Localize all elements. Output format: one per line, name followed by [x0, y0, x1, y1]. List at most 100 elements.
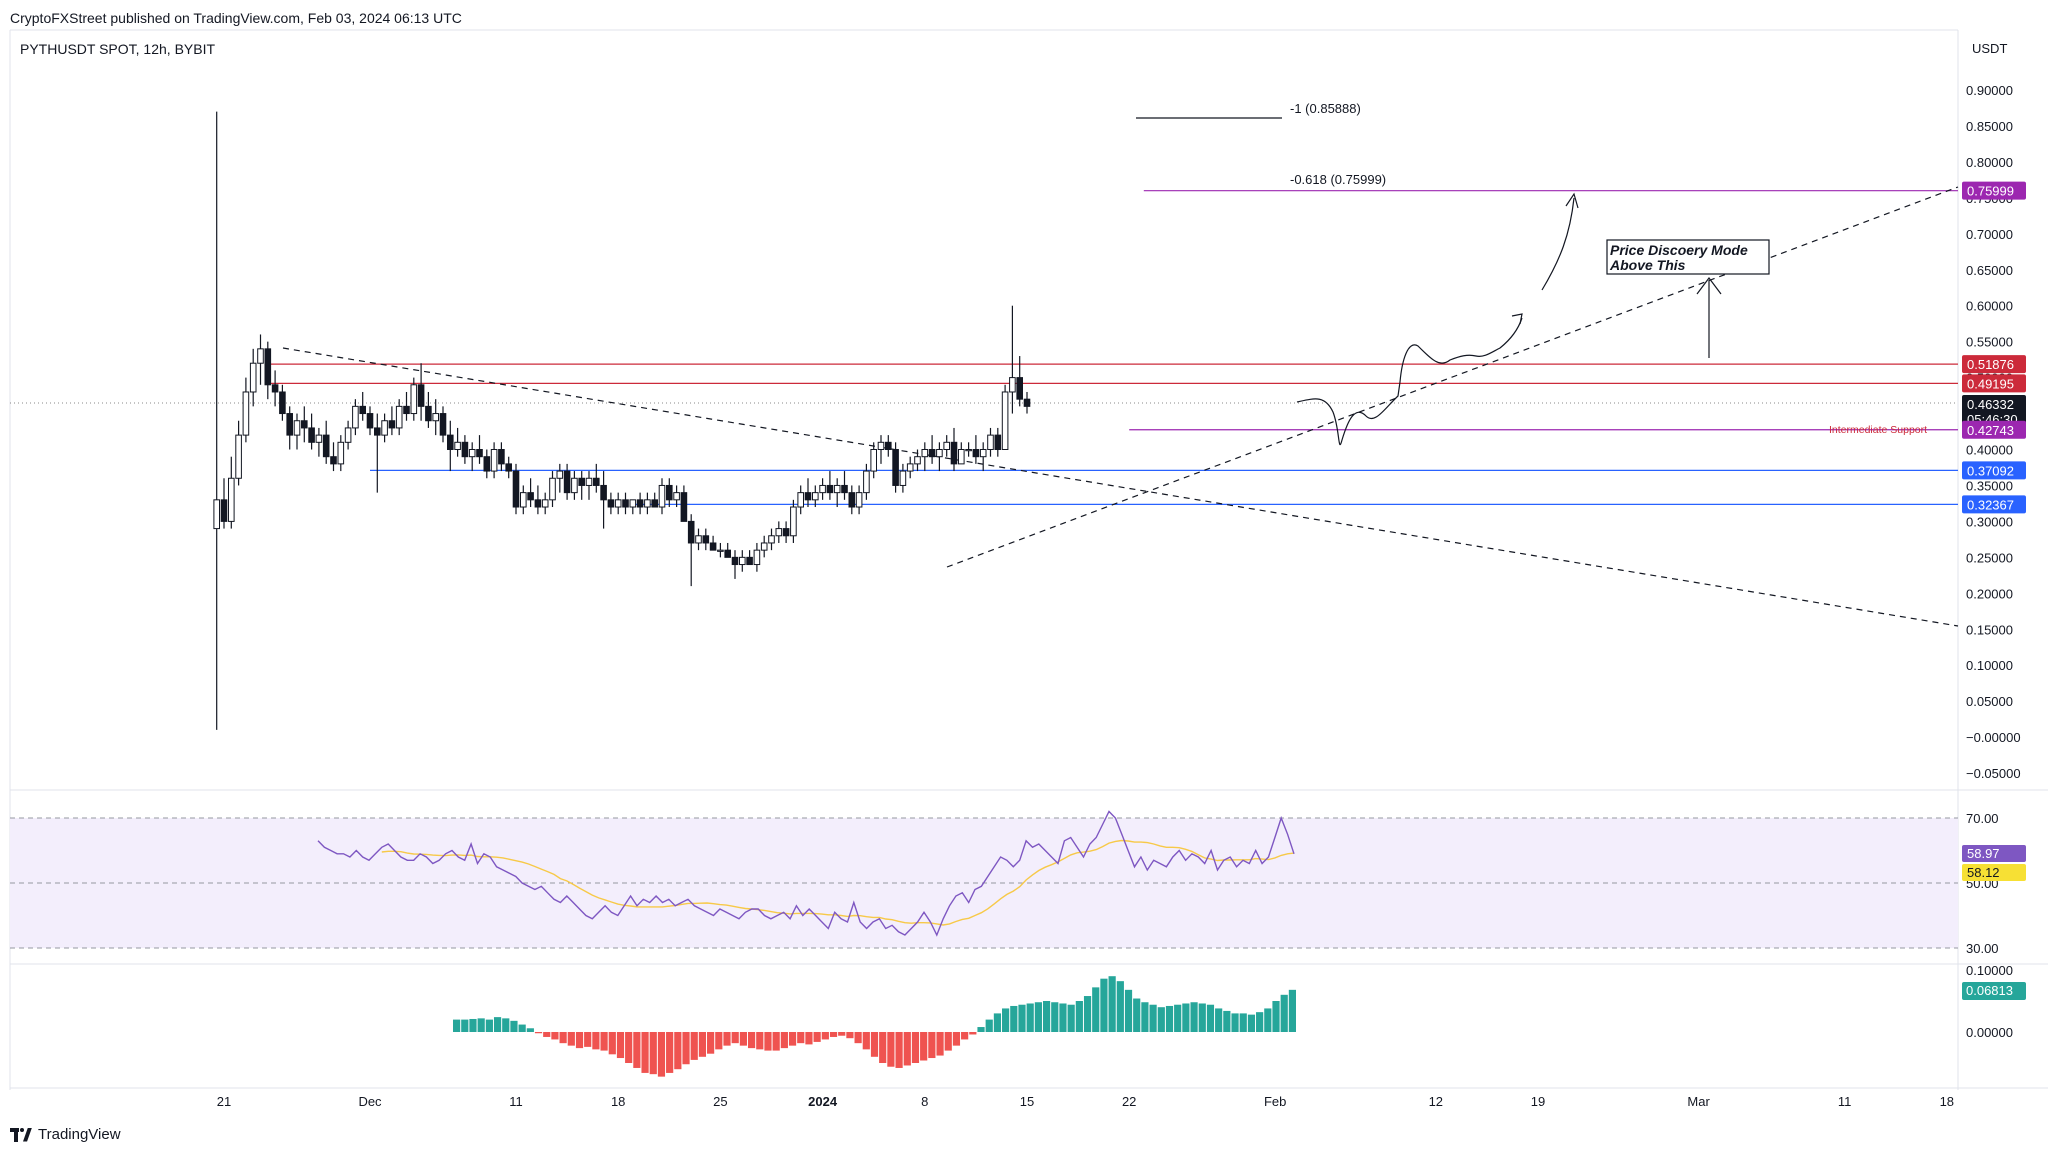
rsi-value: 58.97 — [1967, 846, 2000, 861]
price-tag-box — [1962, 374, 2026, 393]
price-tick: 0.60000 — [1966, 299, 2013, 314]
rsi-axis: 70.00 50.00 30.00 — [1966, 811, 1999, 956]
osc-bar — [780, 1032, 788, 1049]
rsi-tick-70: 70.00 — [1966, 811, 1999, 826]
osc-bar — [1182, 1003, 1190, 1032]
candle-down — [512, 470, 520, 508]
osc-value: 0.06813 — [1966, 983, 2013, 998]
candle-down — [1016, 377, 1024, 400]
osc-bar — [829, 1032, 838, 1037]
osc-bar — [1042, 1001, 1051, 1032]
price-axis[interactable]: 0.900000.850000.800000.750000.700000.650… — [1966, 83, 2021, 781]
osc-bar — [543, 1032, 551, 1037]
candle-down — [279, 391, 286, 415]
candle-down — [461, 441, 469, 458]
osc-bar — [739, 1032, 747, 1046]
rsi-value-tag — [1962, 845, 2026, 862]
candle-down — [892, 449, 899, 486]
candle-down — [607, 499, 615, 508]
candle-up — [673, 492, 680, 501]
osc-bar — [469, 1018, 477, 1032]
time-tick: 21 — [217, 1094, 231, 1109]
candle-up — [344, 427, 352, 443]
osc-bar — [1280, 994, 1288, 1032]
price-tick: 0.70000 — [1966, 227, 2013, 242]
candle-up — [541, 499, 549, 508]
oscillator-axis: 0.10000 0.00000 — [1966, 963, 2013, 1040]
osc-bar — [1223, 1010, 1231, 1032]
candle-down — [709, 542, 717, 551]
osc-bar — [715, 1032, 723, 1050]
osc-bar — [600, 1032, 608, 1051]
osc-bar — [1288, 989, 1296, 1032]
candle-up — [819, 484, 826, 494]
time-tick: 11 — [509, 1094, 523, 1109]
osc-bar — [985, 1019, 993, 1032]
osc-bar — [1051, 1002, 1059, 1032]
candle-down — [885, 441, 892, 450]
osc-bar — [559, 1032, 567, 1044]
candle-up — [797, 492, 805, 508]
candle-down — [782, 528, 790, 537]
osc-bar — [756, 1032, 764, 1050]
price-tag-text: 0.32367 — [1967, 497, 2014, 512]
candle-down — [220, 499, 228, 522]
candle-up — [549, 477, 556, 501]
candle-up — [242, 391, 250, 436]
candle-down — [476, 449, 483, 458]
candle-up — [958, 449, 965, 465]
candle-up — [395, 405, 403, 429]
price-tag-text: 0.46332 — [1967, 397, 2014, 412]
candle-down — [264, 348, 272, 386]
candle-up — [979, 449, 987, 458]
candle-down — [651, 499, 659, 508]
candle-up — [914, 456, 921, 465]
osc-bar — [928, 1032, 936, 1059]
candle-down — [804, 492, 812, 501]
price-tick: 0.80000 — [1966, 155, 2013, 170]
osc-bar — [1206, 1004, 1215, 1032]
price-tag-box — [1962, 355, 2026, 374]
candle-down — [366, 413, 374, 429]
osc-bar — [510, 1020, 518, 1032]
osc-bar — [854, 1032, 862, 1044]
time-tick: 18 — [1940, 1094, 1954, 1109]
osc-bar — [838, 1032, 846, 1036]
candle-down — [534, 499, 542, 508]
candle-up — [315, 434, 323, 443]
osc-bar — [633, 1032, 641, 1068]
osc-value-tag — [1962, 982, 2026, 1000]
candle-up — [936, 449, 943, 458]
osc-bar — [797, 1032, 805, 1044]
candle-down — [666, 484, 673, 501]
candle-up — [235, 434, 242, 479]
candle-down — [439, 413, 447, 436]
symbol-title: PYTHUSDT SPOT, 12h, BYBIT — [20, 41, 216, 57]
osc-bar — [879, 1032, 887, 1063]
candle-down — [636, 499, 644, 508]
candle-down — [483, 456, 491, 472]
tradingview-logo[interactable]: TradingView — [10, 1126, 121, 1143]
osc-bar — [674, 1032, 682, 1070]
osc-bar — [1190, 1002, 1198, 1032]
osc-bar — [846, 1032, 854, 1039]
candle-up — [775, 528, 783, 537]
time-axis[interactable]: 21 Dec 11 18 25 2024 8 15 22 Feb 12 19 Mar 11 18 — [217, 1094, 1954, 1109]
candle-up — [644, 499, 651, 508]
osc-bar — [1010, 1005, 1018, 1032]
candle-up — [717, 549, 724, 552]
candle-down — [301, 420, 308, 429]
time-tick: 8 — [921, 1094, 928, 1109]
osc-bar — [1067, 1004, 1075, 1032]
osc-bar — [518, 1024, 526, 1032]
osc-bar — [723, 1032, 731, 1046]
price-tick: 0.10000 — [1966, 658, 2013, 673]
pane-frames — [9, 29, 2048, 1090]
descending-trendline — [282, 347, 1959, 627]
osc-tick-010: 0.10000 — [1966, 963, 2013, 978]
candle-down — [286, 413, 293, 436]
candle-down — [388, 420, 396, 429]
candle-up — [1009, 377, 1016, 393]
osc-bar — [821, 1032, 829, 1040]
